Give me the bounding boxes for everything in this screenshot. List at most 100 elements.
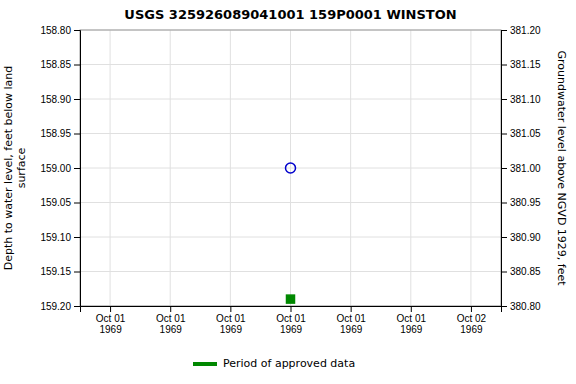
tick-mark [74, 168, 80, 169]
tick-label: Oct 011969 [96, 313, 126, 335]
text-line: Oct 01 [276, 313, 306, 324]
x-tick: Oct 011969 [156, 306, 186, 335]
text-line: Oct 01 [336, 313, 366, 324]
tick-mark [501, 65, 507, 66]
tick-mark [74, 203, 80, 204]
grid [80, 30, 501, 306]
tick-mark [74, 99, 80, 100]
grid-line [410, 30, 411, 306]
tick-mark [471, 306, 472, 312]
text-line: 1969 [220, 324, 243, 335]
y-tick: 159.05 [40, 197, 80, 208]
tick-label: 380.90 [510, 232, 541, 243]
tick-label: 158.90 [40, 94, 71, 105]
tick-label: 159.05 [40, 197, 71, 208]
y2-tick: 381.00 [501, 163, 541, 174]
tick-label: 380.95 [510, 197, 541, 208]
series [287, 295, 295, 303]
tick-label: 158.80 [40, 25, 71, 36]
tick-label: Oct 021969 [457, 313, 487, 335]
tick-mark [74, 134, 80, 135]
x-tick: Oct 011969 [336, 306, 366, 335]
grid-line [350, 30, 351, 306]
y-tick: 158.85 [40, 59, 80, 70]
tick-mark [501, 203, 507, 204]
y2-tick: 380.90 [501, 232, 541, 243]
tick-label: 159.20 [40, 301, 71, 312]
tick-mark [170, 306, 171, 312]
grid-line [230, 30, 231, 306]
plot-area: Oct 011969Oct 011969Oct 011969Oct 011969… [40, 25, 541, 335]
text-line: Oct 01 [96, 313, 126, 324]
text-line: Oct 01 [156, 313, 186, 324]
x-tick: Oct 011969 [216, 306, 246, 335]
grid-line [470, 30, 471, 306]
plot-frame [80, 30, 501, 306]
x-tick: Oct 011969 [96, 306, 126, 335]
tick-label: 158.85 [40, 59, 71, 70]
y2-tick: 381.15 [501, 59, 541, 70]
tick-label: 381.10 [510, 94, 541, 105]
axis-line [502, 31, 508, 307]
tick-label: 380.85 [510, 266, 541, 277]
tick-label: Oct 011969 [276, 313, 306, 335]
tick-mark [74, 30, 80, 31]
legend: Period of approved data [193, 357, 355, 370]
tick-mark [411, 306, 412, 312]
grid-line [110, 30, 111, 306]
tick-label: 381.15 [510, 59, 541, 70]
y2-tick: 381.05 [501, 128, 541, 139]
text-line: Oct 01 [397, 313, 427, 324]
x-tick: Oct 011969 [397, 306, 427, 335]
series [286, 163, 296, 173]
x-axis: Oct 011969Oct 011969Oct 011969Oct 011969… [81, 306, 502, 335]
text-line: 1969 [280, 324, 303, 335]
tick-mark [74, 65, 80, 66]
text-line: 1969 [340, 324, 363, 335]
tick-label: 381.20 [510, 25, 541, 36]
tick-label: Oct 011969 [397, 313, 427, 335]
tick-mark [501, 30, 507, 31]
tick-mark [501, 237, 507, 238]
text-line: 1969 [99, 324, 122, 335]
text-line: Oct 01 [216, 313, 246, 324]
y-tick: 159.10 [40, 232, 80, 243]
y-tick: 158.90 [40, 94, 80, 105]
tick-label: 159.00 [40, 163, 71, 174]
legend-swatch [193, 362, 217, 366]
y2-tick: 380.95 [501, 197, 541, 208]
y2-axis-title: Groundwater level above NGVD 1929, feet [555, 50, 568, 286]
tick-mark [501, 99, 507, 100]
tick-mark [351, 306, 352, 312]
tick-mark [501, 306, 507, 307]
text-line: 1969 [400, 324, 423, 335]
legend-label: Period of approved data [223, 357, 355, 370]
x-tick: Oct 011969 [276, 306, 306, 335]
tick-label: Oct 011969 [216, 313, 246, 335]
y-tick: 159.20 [40, 301, 80, 312]
text-line: Depth to water level, feet below land [2, 66, 15, 271]
y-tick: 159.15 [40, 266, 80, 277]
y-tick: 159.00 [40, 163, 80, 174]
tick-mark [74, 272, 80, 273]
tick-mark [501, 272, 507, 273]
grid-line [290, 30, 291, 306]
tick-mark [501, 134, 507, 135]
y-tick: 158.95 [40, 128, 80, 139]
y-axis-title: Depth to water level, feet below landsur… [2, 66, 28, 271]
tick-mark [74, 306, 80, 307]
axis-line [74, 31, 81, 307]
x-tick: Oct 021969 [457, 306, 487, 335]
marks [286, 163, 296, 303]
text-line: Oct 02 [457, 313, 487, 324]
y2-tick: 381.20 [501, 25, 541, 36]
y2-tick: 380.85 [501, 266, 541, 277]
tick-label: Oct 011969 [336, 313, 366, 335]
point [287, 295, 295, 303]
legend-item: Period of approved data [193, 357, 355, 370]
y-axis: 158.80 158.85 158.90 158.95 159.00 159.05 159.… [40, 25, 80, 312]
point [286, 163, 296, 173]
tick-mark [110, 306, 111, 312]
y2-tick: 380.80 [501, 301, 541, 312]
tick-label: 159.15 [40, 266, 71, 277]
